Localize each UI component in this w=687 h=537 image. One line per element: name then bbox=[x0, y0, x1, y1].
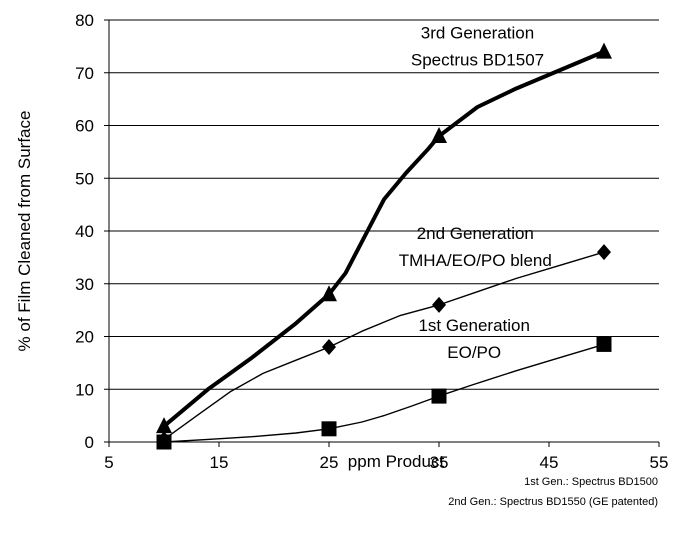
axes bbox=[104, 20, 659, 447]
y-tick-label-70: 70 bbox=[75, 64, 94, 83]
annotation-2-line-2: TMHA/EO/PO blend bbox=[399, 251, 552, 270]
y-tick-label-30: 30 bbox=[75, 275, 94, 294]
x-tick-label-25: 25 bbox=[320, 453, 339, 472]
footnote-1: 1st Gen.: Spectrus BD1500 bbox=[524, 476, 658, 488]
y-tick-label-40: 40 bbox=[75, 222, 94, 241]
y-tick-label-20: 20 bbox=[75, 328, 94, 347]
data-point-square-10 bbox=[157, 435, 172, 450]
data-point-diamond-50 bbox=[597, 244, 611, 260]
series-diamond-line bbox=[164, 252, 604, 439]
series-triangle-line bbox=[164, 52, 604, 427]
gridlines bbox=[109, 20, 659, 389]
data-point-diamond-25 bbox=[322, 339, 336, 355]
y-tick-label-0: 0 bbox=[85, 433, 94, 452]
footnote-2: 2nd Gen.: Spectrus BD1550 (GE patented) bbox=[448, 496, 658, 508]
annotation-2-line-1: 2nd Generation bbox=[417, 224, 534, 243]
data-point-triangle-50 bbox=[596, 43, 612, 59]
series-square-line bbox=[164, 344, 604, 442]
y-tick-label-60: 60 bbox=[75, 117, 94, 136]
y-tick-label-10: 10 bbox=[75, 380, 94, 399]
annotations: 3rd Generation Spectrus BD1507 2nd Generat… bbox=[399, 23, 552, 362]
annotation-3-line-2: EO/PO bbox=[447, 343, 501, 362]
x-tick-label-15: 15 bbox=[210, 453, 229, 472]
data-point-square-35 bbox=[432, 389, 447, 404]
data-point-square-25 bbox=[322, 421, 337, 436]
annotation-1-line-1: 3rd Generation bbox=[421, 23, 534, 42]
y-tick-label-50: 50 bbox=[75, 169, 94, 188]
annotation-1-line-2: Spectrus BD1507 bbox=[411, 50, 544, 69]
x-axis-title: ppm Product bbox=[348, 452, 445, 471]
series-group bbox=[156, 43, 612, 450]
x-tick-label-45: 45 bbox=[540, 453, 559, 472]
data-point-square-50 bbox=[597, 337, 612, 352]
x-tick-label-55: 55 bbox=[650, 453, 669, 472]
annotation-3-line-1: 1st Generation bbox=[418, 316, 530, 335]
data-point-diamond-35 bbox=[432, 297, 446, 313]
y-tick-label-80: 80 bbox=[75, 11, 94, 30]
y-axis-title: % of Film Cleaned from Surface bbox=[15, 111, 34, 352]
x-tick-label-5: 5 bbox=[104, 453, 113, 472]
